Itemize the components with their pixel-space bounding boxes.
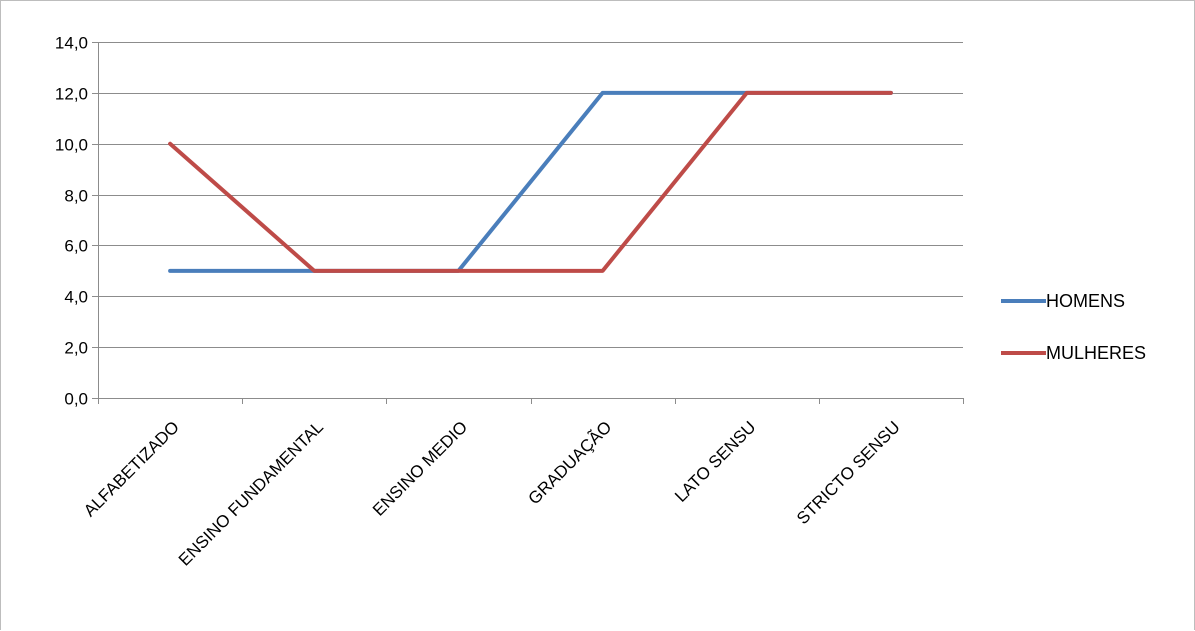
x-tick-label: STRICTO SENSU [793,417,904,528]
y-tick-label: 14,0 [55,34,88,53]
y-tick-label: 6,0 [64,237,88,256]
y-tick-label: 2,0 [64,339,88,358]
x-tick-label: ENSINO MEDIO [369,417,471,519]
legend-label: MULHERES [1046,343,1146,363]
y-tick-label: 8,0 [64,187,88,206]
series-line-mulheres [168,90,893,273]
legend: HOMENS MULHERES [1001,291,1146,363]
y-tick-label: 12,0 [55,85,88,104]
x-tick-label: LATO SENSU [671,417,759,505]
x-tick-label: GRADUAÇÃO [524,417,615,508]
y-tick-label: 0,0 [64,390,88,409]
gridlines [98,42,963,348]
legend-label: HOMENS [1046,291,1125,311]
y-tick-label: 10,0 [55,136,88,155]
series-lines [168,90,893,273]
axes [92,42,964,404]
x-tick-label: ALFABETIZADO [80,417,183,520]
y-tick-label: 4,0 [64,288,88,307]
series-line-homens [168,90,893,273]
x-tick-label: ENSINO FUNDAMENTAL [175,417,327,569]
y-axis-tick-labels: 0,0 2,0 4,0 6,0 8,0 10,0 12,0 14,0 [55,34,88,409]
